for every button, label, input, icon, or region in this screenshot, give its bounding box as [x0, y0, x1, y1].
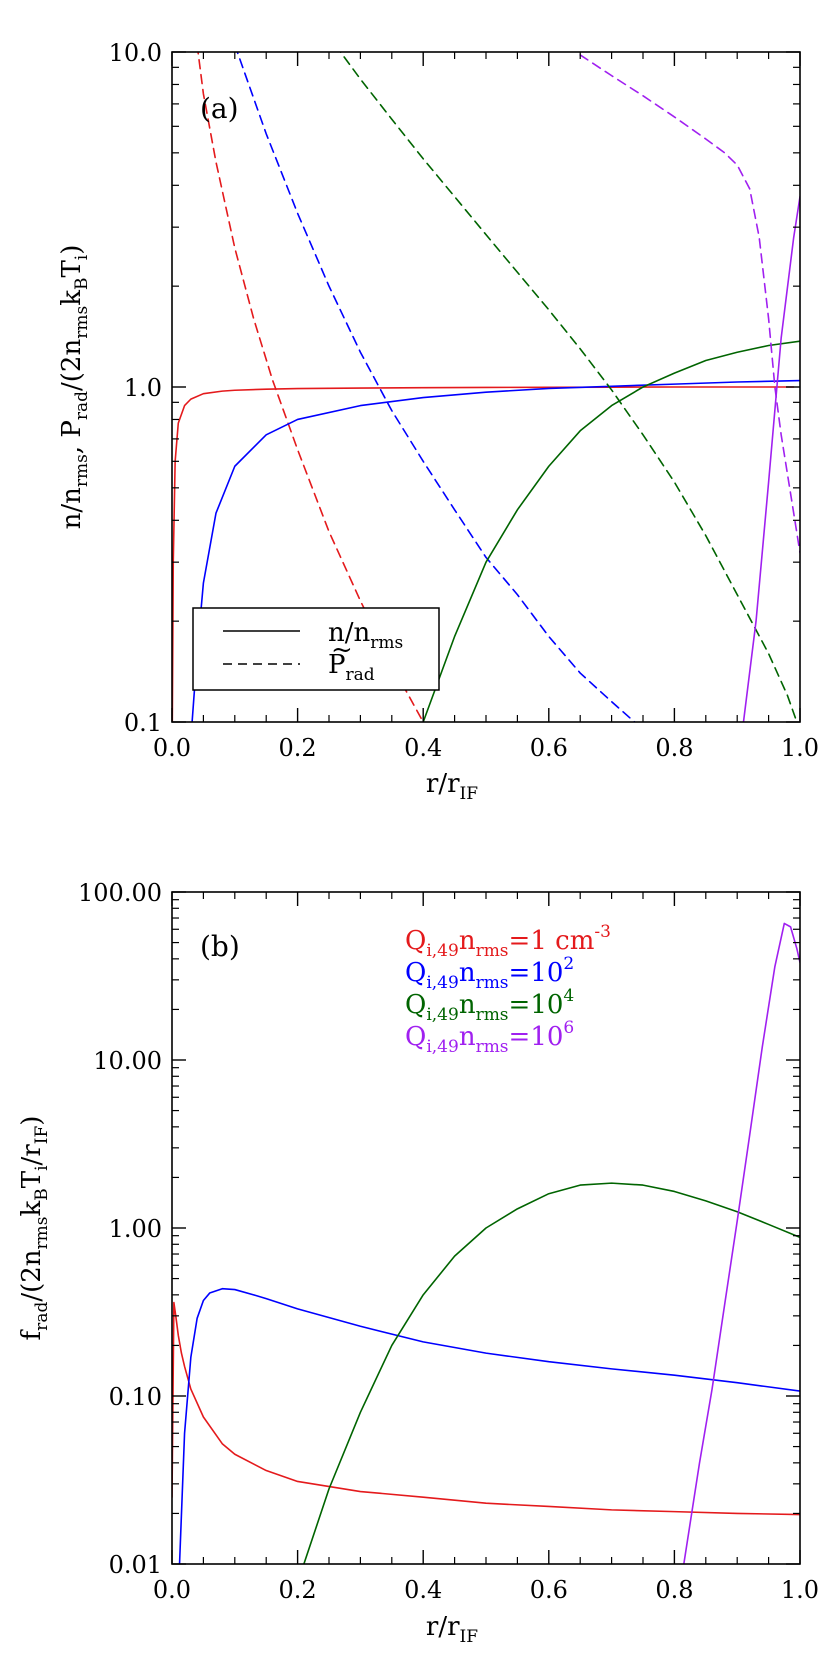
series-line-7-dashed [579, 54, 800, 554]
series-line-0-solid [172, 386, 795, 722]
y-tick-label: 10.00 [93, 1047, 162, 1075]
series-line-2-solid [191, 379, 800, 722]
panel-a-ylabel: n/nrms, Prad/(2nrmskBTi) [57, 245, 92, 530]
x-tick-label: 0.0 [153, 1576, 191, 1604]
x-tick-label: 0.8 [655, 734, 693, 762]
x-tick-label: 1.0 [781, 734, 819, 762]
panel-b-xlabel: r/rIF [426, 1612, 478, 1647]
y-tick-label: 100.00 [78, 879, 162, 907]
panel-a-xlabel: r/rIF [426, 769, 478, 804]
y-tick-label: 1.0 [124, 374, 162, 402]
series-line-5-dashed [339, 52, 798, 722]
x-tick-label: 0.6 [530, 1576, 568, 1604]
legend-q1: Qi,49nrms=1 cm-3 [405, 922, 611, 961]
legend-tilde: ~ [331, 635, 353, 665]
y-tick-label: 0.1 [124, 709, 162, 737]
series-line-4-solid [422, 340, 800, 722]
panel-a-frame [171, 51, 801, 723]
series-line-1-solid [178, 1287, 800, 1564]
panel-a-legend: n/nrms Prad ~ [192, 607, 440, 691]
y-tick-label: 0.01 [109, 1551, 162, 1579]
x-tick-label: 1.0 [781, 1576, 819, 1604]
x-tick-label: 0.4 [404, 1576, 442, 1604]
series-line-3-solid [683, 922, 800, 1564]
panel-a-ticks: 0.0 0.2 0.4 0.6 0.8 1.0 0.1 1.0 10.0 [109, 39, 820, 762]
series-line-2-solid [303, 1182, 800, 1564]
y-tick-label: 1.00 [109, 1215, 162, 1243]
x-tick-label: 0.6 [530, 734, 568, 762]
x-tick-label: 0.2 [279, 1576, 317, 1604]
y-tick-label: 0.10 [109, 1383, 162, 1411]
panel-b-legend: Qi,49nrms=1 cm-3 Qi,49nrms=102 Qi,49nrms… [405, 922, 611, 1057]
panel-b-letter: (b) [200, 930, 240, 963]
panel-b-ylabel: frad/(2nrmskBTi/rIF) [17, 1116, 52, 1341]
series-line-0-solid [172, 1301, 800, 1516]
x-tick-label: 0.0 [153, 734, 191, 762]
x-tick-label: 0.8 [655, 1576, 693, 1604]
legend-box [192, 607, 440, 691]
panel-b-curves [172, 922, 800, 1564]
series-line-6-solid [742, 195, 800, 722]
panel-b-ticks: 0.0 0.2 0.4 0.6 0.8 1.0 0.01 0.10 1.00 10.00 100.0… [78, 879, 819, 1604]
panel-a-letter: (a) [200, 92, 239, 125]
panel-a-curves [172, 52, 800, 722]
panel-b-frame [171, 891, 801, 1565]
x-tick-label: 0.2 [279, 734, 317, 762]
panel-b: 0.0 0.2 0.4 0.6 0.8 1.0 0.01 0.10 1.00 10.00 100.0… [17, 879, 819, 1647]
series-line-3-dashed [236, 52, 636, 722]
panel-a: 0.0 0.2 0.4 0.6 0.8 1.0 0.1 1.0 10.0 (a) n/nrms … [57, 39, 819, 804]
x-tick-label: 0.4 [404, 734, 442, 762]
y-tick-label: 10.0 [109, 39, 162, 67]
